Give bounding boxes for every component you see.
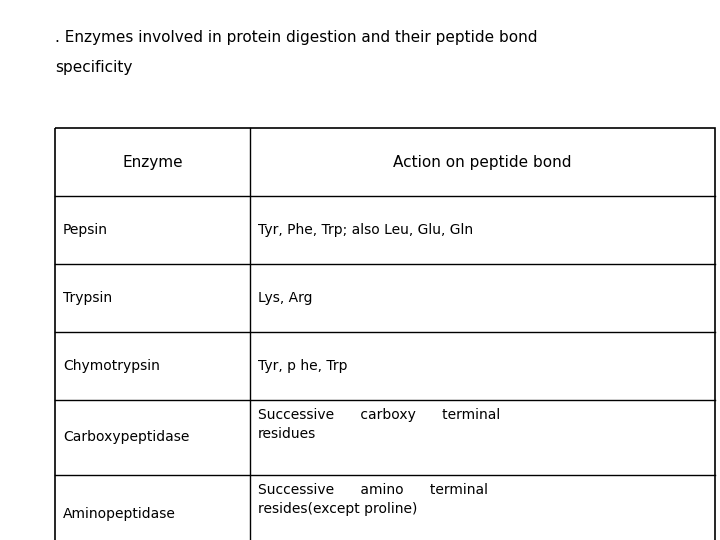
Text: Tyr, p he, Trp: Tyr, p he, Trp	[258, 359, 348, 373]
Text: specificity: specificity	[55, 60, 132, 75]
Text: Aminopeptidase: Aminopeptidase	[63, 507, 176, 521]
Text: Successive      carboxy      terminal
residues: Successive carboxy terminal residues	[258, 408, 500, 442]
Text: Lys, Arg: Lys, Arg	[258, 291, 312, 305]
Text: Pepsin: Pepsin	[63, 223, 108, 237]
Text: Enzyme: Enzyme	[122, 154, 183, 170]
Text: Action on peptide bond: Action on peptide bond	[393, 154, 572, 170]
Text: Carboxypeptidase: Carboxypeptidase	[63, 430, 189, 444]
Text: Chymotrypsin: Chymotrypsin	[63, 359, 160, 373]
Bar	[55, 128, 715, 540]
Text: . Enzymes involved in protein digestion and their peptide bond: . Enzymes involved in protein digestion …	[55, 30, 538, 45]
Text: Trypsin: Trypsin	[63, 291, 112, 305]
Text: Successive      amino      terminal
resides(except proline): Successive amino terminal resides(except…	[258, 483, 488, 516]
Text: Tyr, Phe, Trp; also Leu, Glu, Gln: Tyr, Phe, Trp; also Leu, Glu, Gln	[258, 223, 473, 237]
